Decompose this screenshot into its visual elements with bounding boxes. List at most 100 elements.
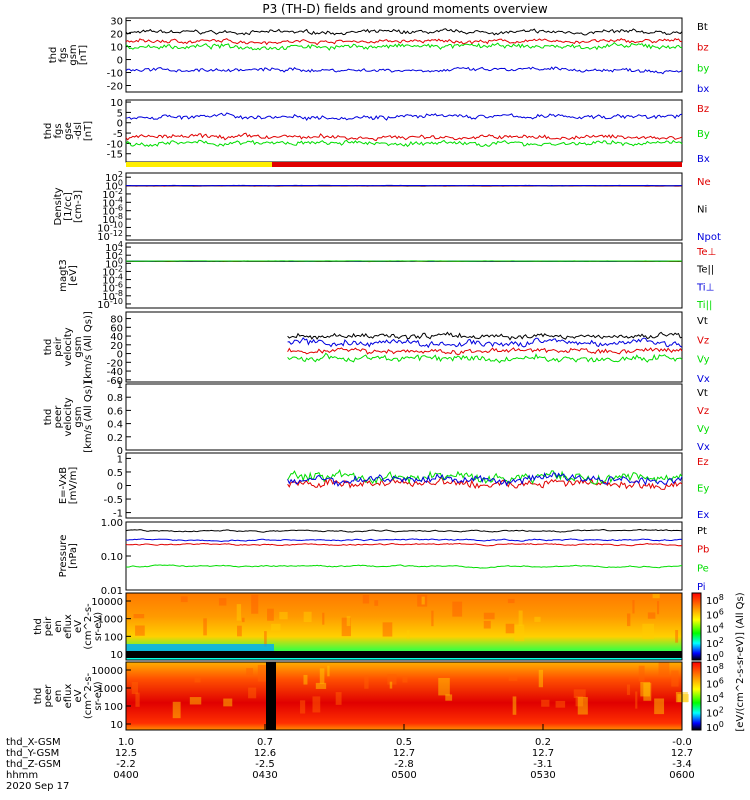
series-line-efield xyxy=(287,471,683,487)
ytick-label: 1000 xyxy=(98,615,123,626)
ylabel-line: [1/cc] xyxy=(63,192,74,221)
legend-label: Te|| xyxy=(696,265,714,276)
panel-peir_spec: thd peir en eflux eV (cm^2-s-sr-eV)1000010001… xyxy=(33,592,683,661)
ylabel-line: en xyxy=(53,620,64,633)
heatmap-cell xyxy=(675,629,679,643)
ytick-label: -15 xyxy=(107,150,123,161)
legend-label: Vt xyxy=(697,388,708,399)
ylabel-temperature: magt3 [eV] xyxy=(58,259,79,292)
ytick-label: -40 xyxy=(107,367,123,378)
xaxis-value: 0530 xyxy=(530,770,555,781)
plot-frame xyxy=(125,17,683,93)
colorbar-tick: 108 xyxy=(706,662,724,676)
heatmap-cell xyxy=(135,625,145,636)
series-line-peir_velocity xyxy=(287,337,683,349)
plot-frame xyxy=(125,172,683,241)
ylabel-line: thd xyxy=(33,618,44,635)
ylabel-peir_velocity: thd peir velocity gsm [km/s (All Qs)] xyxy=(43,311,94,383)
heatmap-cell xyxy=(438,677,450,696)
heatmap-cell xyxy=(172,701,181,719)
heatmap-cell xyxy=(346,616,351,627)
xaxis-value: 0.5 xyxy=(396,737,412,748)
ytick-label: 0.4 xyxy=(107,420,123,431)
legend-label: Vy xyxy=(697,424,710,435)
ylabel-line: peir xyxy=(43,616,54,636)
ytick-label: 0 xyxy=(117,350,123,361)
ylabel-line: gsm xyxy=(73,406,84,427)
ylabel-line: thd xyxy=(33,688,44,705)
ytick-label: 10-4 xyxy=(102,195,123,209)
ylabel-line: eV xyxy=(73,620,84,633)
legend-label: Ex xyxy=(697,510,709,521)
heatmap-cell xyxy=(237,625,242,637)
legend-label: Bx xyxy=(697,154,710,165)
heatmap-cell xyxy=(135,692,140,707)
heatmap-cell xyxy=(315,682,327,689)
xaxis-row-label: thd_Z-GSM xyxy=(6,759,61,770)
heatmap-cell xyxy=(319,668,325,684)
ytick-label: 100 xyxy=(104,632,123,643)
colorbar-tick: 100 xyxy=(706,720,724,734)
ytick-label: -5 xyxy=(113,129,123,140)
panel-peer_velocity: thd peer velocity gsm [km/s (All Qs)] 0 0.2 0.4… xyxy=(43,380,710,457)
ytick-label: 10 xyxy=(110,43,123,54)
legend-label: By xyxy=(697,129,710,140)
heatmap-cell xyxy=(658,662,670,677)
xaxis-value: 0400 xyxy=(113,770,138,781)
legend-label: Bz xyxy=(697,104,709,115)
ytick-label: 10-6 xyxy=(102,204,123,218)
legend-label: Vz xyxy=(697,335,709,346)
heatmap-cell xyxy=(518,610,523,627)
heatmap-cell xyxy=(300,700,306,714)
ytick-label: 0.5 xyxy=(107,468,123,479)
ylabel-line: magt3 xyxy=(58,259,69,292)
heatmap-cell xyxy=(303,674,308,685)
heatmap-cell xyxy=(677,694,689,703)
plot-frame xyxy=(125,99,683,163)
heatmap-cell xyxy=(246,668,254,676)
legend-label: Pt xyxy=(697,526,707,537)
legend-label: Vz xyxy=(697,406,709,417)
legend-label: Ne xyxy=(697,177,711,188)
colorbar xyxy=(691,661,702,731)
ylabel-fgs_gsm: thd fgs gsm [nT] xyxy=(48,44,89,65)
heatmap-cell xyxy=(573,689,586,699)
heatmap-cell xyxy=(362,595,370,604)
ylabel-line: E=-VxB xyxy=(58,467,69,504)
ytick-label: 40 xyxy=(110,332,123,343)
xaxis-value: 0.2 xyxy=(535,737,551,748)
ytick-label: 10 xyxy=(110,98,123,109)
ytick-label: 20 xyxy=(110,341,123,352)
colorbar-tick: 106 xyxy=(706,677,724,691)
heatmap-cell xyxy=(671,670,679,687)
xaxis-value: -2.5 xyxy=(255,759,275,770)
heatmap-cell xyxy=(508,676,518,681)
panel-efield: E=-VxB [mV/m] -1 -0.5 0 0.5 1 Ez Ey Ex xyxy=(58,452,709,521)
legend-label: by xyxy=(697,63,709,74)
ytick-label: 100 xyxy=(105,256,123,270)
heatmap-cell xyxy=(389,681,393,689)
ytick-label: 5 xyxy=(117,108,123,119)
ylabel-line: (cm^2-s- xyxy=(83,603,94,650)
colorbar-tick: 104 xyxy=(706,622,724,636)
panel-fgs_gsm: thd fgs gsm [nT] -20 -10 0 10 20 30 Bt bz by bx xyxy=(48,17,709,95)
colorbar-tick: 102 xyxy=(706,636,724,650)
heatmap-cell xyxy=(133,614,145,619)
heatmap-cell xyxy=(223,698,233,707)
heatmap-cell xyxy=(374,600,379,606)
ylabel-line: Pressure xyxy=(58,535,69,578)
series-line-fgs_gsm xyxy=(125,38,683,46)
heatmap-cell xyxy=(218,598,227,606)
ylabel-line: gsm xyxy=(68,44,79,65)
heatmap-cell xyxy=(194,677,201,683)
legend-label: Bt xyxy=(697,22,708,33)
xaxis-value: 0600 xyxy=(669,770,694,781)
heatmap-cell xyxy=(126,651,682,658)
heatmap-cell xyxy=(505,623,515,634)
xaxis-row-label: thd_X-GSM xyxy=(6,737,61,748)
heatmap-cell xyxy=(382,622,393,637)
ylabel-line: fgs xyxy=(58,47,69,62)
event-bar-magnetosheath xyxy=(272,162,682,167)
